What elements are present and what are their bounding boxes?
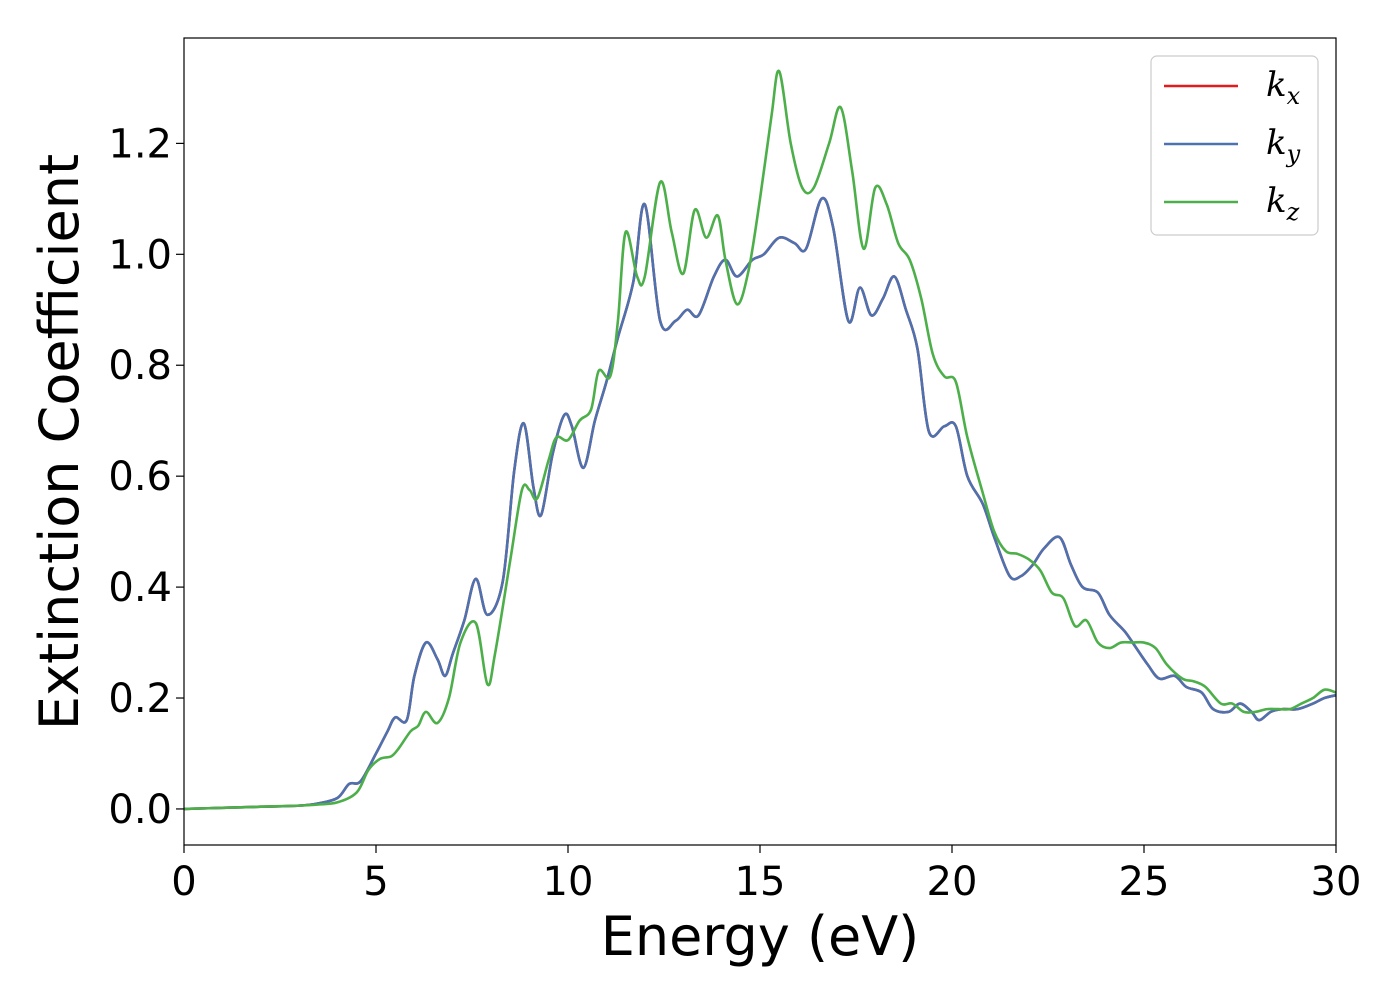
x-tick-label: 15 <box>735 859 786 905</box>
series-line-x <box>184 196 1336 811</box>
legend-label-y: ky <box>1266 123 1301 168</box>
legend-box <box>1150 55 1319 236</box>
legend: kx ky kz <box>1150 55 1319 236</box>
y-tick-label: 0.8 <box>108 343 172 389</box>
x-tick-label: 25 <box>1119 859 1170 905</box>
x-tick-label: 0 <box>171 859 196 905</box>
legend-label-z: kz <box>1266 181 1300 226</box>
x-axis-label: Energy (eV) <box>601 905 920 968</box>
series-layer <box>184 69 1336 811</box>
x-tick-label: 30 <box>1311 859 1362 905</box>
y-tick-label: 0.2 <box>108 676 172 722</box>
x-tick-label: 5 <box>363 859 388 905</box>
y-tick-label: 0.6 <box>108 454 172 500</box>
series-line-z <box>184 69 1336 811</box>
x-tick-label: 10 <box>543 859 594 905</box>
y-tick-label: 0.0 <box>108 787 172 833</box>
series-line-y <box>184 196 1336 811</box>
y-axis-ticks: 0.0 0.2 0.4 0.6 0.8 1.0 1.2 <box>108 121 184 833</box>
x-axis-ticks: 0 5 10 15 20 25 30 <box>171 845 1361 905</box>
y-tick-label: 0.4 <box>108 565 172 611</box>
y-tick-label: 1.2 <box>108 121 172 167</box>
y-axis-label: Extinction Coefficient <box>28 154 91 730</box>
legend-label-x: kx <box>1266 65 1301 110</box>
y-tick-label: 1.0 <box>108 232 172 278</box>
x-tick-label: 20 <box>927 859 978 905</box>
